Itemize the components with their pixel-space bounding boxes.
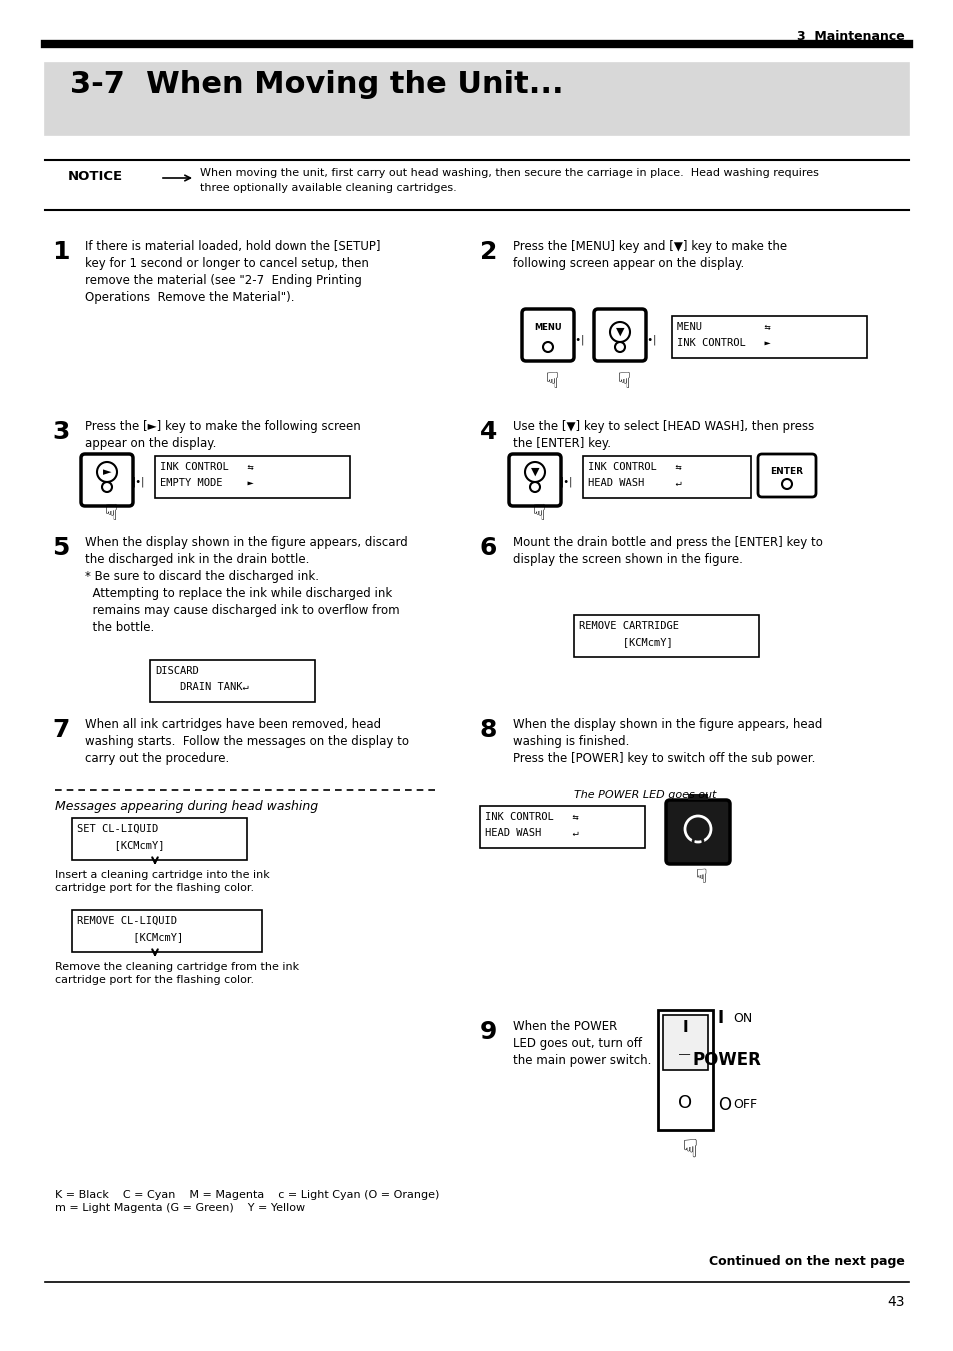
Text: [KCMcmY]: [KCMcmY] — [77, 932, 183, 942]
FancyBboxPatch shape — [594, 309, 645, 361]
Text: K = Black    C = Cyan    M = Magenta    c = Light Cyan (O = Orange)
m = Light Ma: K = Black C = Cyan M = Magenta c = Light… — [55, 1190, 439, 1213]
Bar — [45, 63, 908, 135]
Text: ►: ► — [103, 467, 112, 477]
FancyBboxPatch shape — [521, 309, 574, 361]
Text: three optionally available cleaning cartridges.: three optionally available cleaning cart… — [200, 182, 456, 193]
Text: 8: 8 — [479, 717, 497, 742]
Text: ☞: ☞ — [524, 503, 544, 521]
Bar — [574, 615, 759, 657]
Text: INK CONTROL   ►: INK CONTROL ► — [677, 338, 770, 349]
Text: 7: 7 — [52, 717, 70, 742]
Bar — [71, 911, 262, 952]
Text: Remove the cleaning cartridge from the ink
cartridge port for the flashing color: Remove the cleaning cartridge from the i… — [55, 962, 299, 985]
Text: MENU: MENU — [534, 323, 561, 332]
Text: ON: ON — [732, 1012, 752, 1024]
Text: OFF: OFF — [732, 1098, 757, 1112]
Text: O: O — [678, 1094, 691, 1112]
Text: 9: 9 — [479, 1020, 497, 1044]
Text: When the display shown in the figure appears, head
washing is finished.
Press th: When the display shown in the figure app… — [513, 717, 821, 765]
Text: |•|: |•| — [132, 477, 145, 488]
Text: MENU          ⇆: MENU ⇆ — [677, 322, 770, 332]
Text: Press the [►] key to make the following screen
appear on the display.: Press the [►] key to make the following … — [85, 420, 360, 450]
Text: ―: ― — [679, 1048, 690, 1059]
Text: 3  Maintenance: 3 Maintenance — [797, 30, 904, 43]
Text: POWER: POWER — [692, 1051, 761, 1069]
Bar — [71, 817, 247, 861]
Text: NOTICE: NOTICE — [68, 170, 123, 182]
Text: HEAD WASH     ↵: HEAD WASH ↵ — [587, 478, 681, 488]
Text: O: O — [718, 1096, 730, 1115]
Text: SET CL-LIQUID: SET CL-LIQUID — [77, 824, 158, 834]
Text: I: I — [718, 1009, 723, 1027]
Text: 6: 6 — [479, 536, 497, 561]
Text: 3-7  When Moving the Unit...: 3-7 When Moving the Unit... — [70, 70, 563, 99]
Text: EMPTY MODE    ►: EMPTY MODE ► — [160, 478, 253, 488]
Bar — [150, 661, 314, 703]
Bar — [154, 457, 350, 499]
Text: I: I — [681, 1020, 687, 1035]
Text: INK CONTROL   ⇆: INK CONTROL ⇆ — [587, 462, 681, 471]
FancyBboxPatch shape — [81, 454, 132, 507]
Bar — [662, 1015, 707, 1070]
Text: 3: 3 — [52, 420, 70, 444]
Text: ☞: ☞ — [609, 370, 629, 390]
Bar — [687, 794, 707, 800]
Bar — [582, 457, 750, 499]
Text: REMOVE CL-LIQUID: REMOVE CL-LIQUID — [77, 916, 177, 925]
FancyBboxPatch shape — [665, 800, 729, 865]
Text: When all ink cartridges have been removed, head
washing starts.  Follow the mess: When all ink cartridges have been remove… — [85, 717, 409, 765]
Text: |•|: |•| — [573, 335, 585, 346]
Text: 2: 2 — [479, 240, 497, 263]
FancyBboxPatch shape — [509, 454, 560, 507]
Text: ENTER: ENTER — [770, 467, 802, 476]
Text: INK CONTROL   ⇆: INK CONTROL ⇆ — [484, 812, 578, 821]
Text: ☞: ☞ — [672, 1138, 697, 1161]
Text: Insert a cleaning cartridge into the ink
cartridge port for the flashing color.: Insert a cleaning cartridge into the ink… — [55, 870, 270, 893]
Text: HEAD WASH     ↵: HEAD WASH ↵ — [484, 828, 578, 838]
Bar — [671, 316, 866, 358]
Text: If there is material loaded, hold down the [SETUP]
key for 1 second or longer to: If there is material loaded, hold down t… — [85, 240, 380, 304]
Text: 1: 1 — [52, 240, 70, 263]
Bar — [479, 807, 644, 848]
Bar — [658, 1011, 712, 1129]
Text: |•|: |•| — [560, 477, 573, 488]
Text: ☞: ☞ — [537, 370, 558, 390]
Text: ▼: ▼ — [530, 467, 538, 477]
Text: Continued on the next page: Continued on the next page — [708, 1255, 904, 1269]
Text: [KCMcmY]: [KCMcmY] — [77, 840, 164, 850]
Text: Press the [MENU] key and [▼] key to make the
following screen appear on the disp: Press the [MENU] key and [▼] key to make… — [513, 240, 786, 270]
Text: Messages appearing during head washing: Messages appearing during head washing — [55, 800, 317, 813]
Text: The POWER LED goes out: The POWER LED goes out — [573, 790, 716, 800]
FancyBboxPatch shape — [758, 454, 815, 497]
Text: Mount the drain bottle and press the [ENTER] key to
display the screen shown in : Mount the drain bottle and press the [EN… — [513, 536, 822, 566]
Text: DRAIN TANK↵: DRAIN TANK↵ — [154, 682, 249, 692]
Text: |•|: |•| — [644, 335, 657, 346]
Text: REMOVE CARTRIDGE: REMOVE CARTRIDGE — [578, 621, 679, 631]
Text: ☞: ☞ — [688, 867, 707, 885]
Text: When the display shown in the figure appears, discard
the discharged ink in the : When the display shown in the figure app… — [85, 536, 407, 634]
Text: ▼: ▼ — [615, 327, 623, 336]
Text: ☞: ☞ — [97, 503, 117, 521]
Text: DISCARD: DISCARD — [154, 666, 198, 676]
Text: 43: 43 — [886, 1296, 904, 1309]
Text: INK CONTROL   ⇆: INK CONTROL ⇆ — [160, 462, 253, 471]
Text: Use the [▼] key to select [HEAD WASH], then press
the [ENTER] key.: Use the [▼] key to select [HEAD WASH], t… — [513, 420, 814, 450]
Text: 5: 5 — [52, 536, 70, 561]
Text: When moving the unit, first carry out head washing, then secure the carriage in : When moving the unit, first carry out he… — [200, 168, 818, 178]
Text: When the POWER
LED goes out, turn off
the main power switch.: When the POWER LED goes out, turn off th… — [513, 1020, 651, 1067]
Text: 4: 4 — [479, 420, 497, 444]
Text: [KCMcmY]: [KCMcmY] — [578, 638, 672, 647]
